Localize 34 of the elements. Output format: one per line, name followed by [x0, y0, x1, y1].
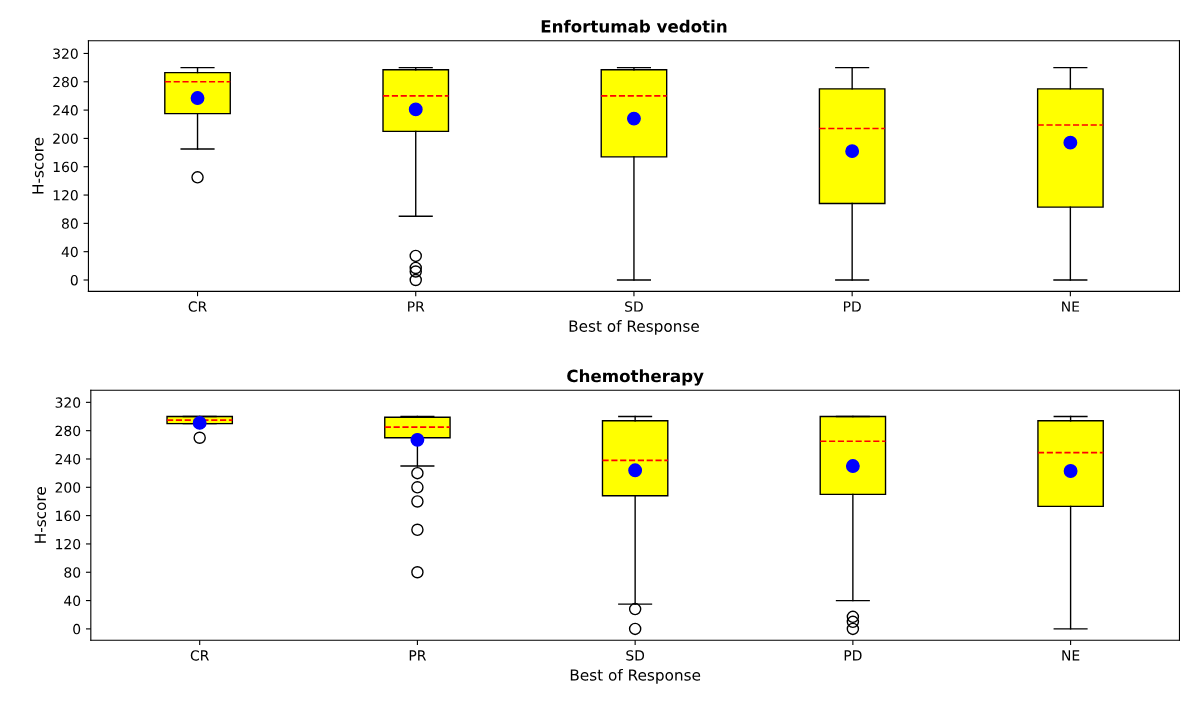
x-axis-title: Best of Response	[569, 320, 699, 335]
x-tick-label: SD	[626, 650, 645, 661]
y-tick-label: 120	[53, 190, 78, 201]
y-tick-label: 200	[55, 482, 81, 493]
y-tick-label: 280	[53, 76, 78, 88]
x-tick-label: NE	[1062, 301, 1080, 312]
chart-title: Chemotherapy	[567, 369, 704, 386]
y-tick-label: 40	[61, 246, 78, 258]
x-tick-label: PR	[408, 301, 425, 312]
x-tick-label: NE	[1062, 650, 1080, 661]
x-tick-label: CR	[188, 301, 207, 312]
y-tick-label: 80	[61, 218, 78, 229]
x-tick-label: CR	[190, 650, 209, 661]
x-axis-title: Best of Response	[570, 668, 701, 684]
y-tick-label: 0	[73, 623, 81, 635]
y-tick-label: 320	[55, 397, 81, 408]
y-tick-label: 280	[55, 425, 81, 437]
y-tick-label: 0	[70, 274, 78, 286]
chart-title: Enfortumab vedotin	[541, 19, 727, 33]
y-tick-label: 240	[53, 105, 78, 116]
x-tick-label: PD	[843, 301, 861, 312]
x-tick-label: SD	[625, 301, 643, 312]
y-tick-label: 240	[55, 453, 81, 465]
y-tick-label: 40	[64, 595, 81, 607]
y-tick-label: 120	[56, 538, 81, 550]
y-axis-title: H-score	[32, 137, 44, 194]
y-tick-label: 200	[53, 133, 78, 144]
y-axis-title: H-score	[34, 487, 47, 543]
y-tick-label: 160	[56, 510, 81, 522]
x-tick-label: PD	[844, 650, 862, 661]
x-tick-label: PR	[409, 650, 427, 661]
y-tick-label: 320	[53, 48, 78, 59]
y-tick-label: 160	[53, 161, 78, 173]
y-tick-label: 80	[64, 567, 81, 578]
